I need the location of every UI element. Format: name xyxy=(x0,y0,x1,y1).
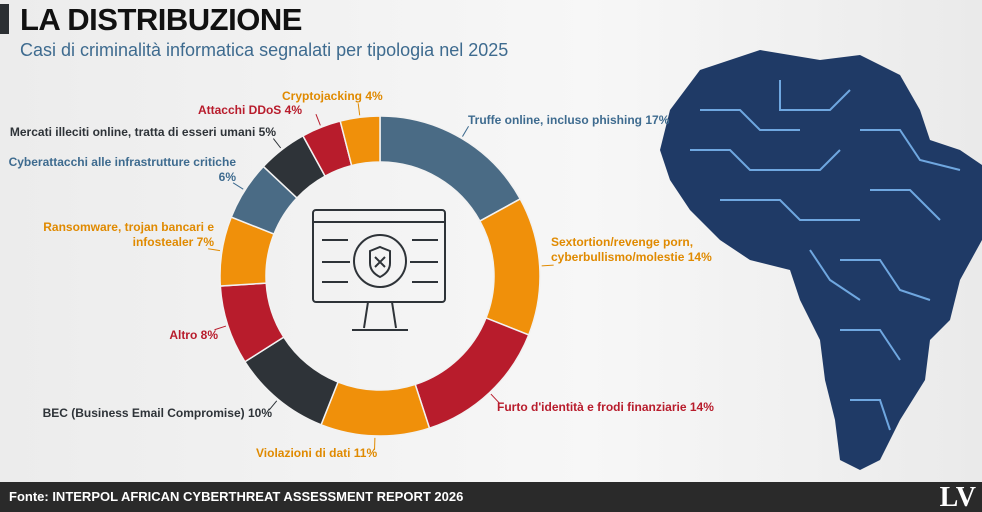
leader-line xyxy=(208,248,221,252)
slice-label: BEC (Business Email Compromise) 10% xyxy=(12,406,272,421)
chart-title: LA DISTRIBUZIONE xyxy=(20,2,302,37)
value-label: 6% xyxy=(218,170,236,184)
donut-slice xyxy=(320,381,431,437)
slice-label: Mercati illeciti online, tratta di esser… xyxy=(0,125,276,140)
value-label: 7% xyxy=(196,235,214,249)
donut-slice xyxy=(478,197,541,336)
value-label: 4% xyxy=(284,103,302,117)
leader-line xyxy=(272,138,282,149)
slice-label: Attacchi DDoS 4% xyxy=(152,103,302,118)
category-label: Truffe online, incluso phishing xyxy=(468,113,642,127)
leader-line xyxy=(268,400,278,411)
leader-line xyxy=(214,325,227,331)
slice-label: Violazioni di dati 11% xyxy=(256,446,396,461)
donut-slice xyxy=(339,115,381,167)
slice-label: Furto d'identità e frodi finanziarie 14% xyxy=(497,400,737,415)
category-label: Cyberattacchi alle infrastrutture critic… xyxy=(8,155,236,169)
value-label: 5% xyxy=(258,125,276,139)
value-label: 4% xyxy=(365,89,383,103)
category-label: Cryptojacking xyxy=(282,89,363,103)
category-label: Violazioni di dati xyxy=(256,446,351,460)
category-label: Furto d'identità e frodi finanziarie xyxy=(497,400,687,414)
slice-label: Cryptojacking 4% xyxy=(282,89,402,104)
leader-line xyxy=(462,125,470,137)
category-label: BEC (Business Email Compromise) xyxy=(42,406,245,420)
logo: LV xyxy=(939,482,976,512)
category-label: Mercati illeciti online, tratta di esser… xyxy=(9,125,256,139)
monitor-icon xyxy=(312,209,446,331)
donut-slice xyxy=(379,115,522,223)
value-label: 8% xyxy=(200,328,218,342)
source: Fonte: INTERPOL AFRICAN CYBERTHREAT ASSE… xyxy=(9,489,464,504)
chart-subtitle: Casi di criminalità informatica segnalat… xyxy=(20,40,509,60)
value-label: 14% xyxy=(687,250,712,264)
slice-label: Ransomware, trojan bancari e infostealer… xyxy=(24,220,214,250)
slice-label: Altro 8% xyxy=(138,328,218,343)
leader-line xyxy=(357,103,361,116)
value-label: 11% xyxy=(353,446,378,460)
slice-label: Sextortion/revenge porn, cyberbullismo/m… xyxy=(551,235,721,265)
africa-map xyxy=(660,50,982,470)
leader-line xyxy=(315,114,321,126)
leader-line xyxy=(541,264,554,267)
slice-label: Truffe online, incluso phishing 17% xyxy=(468,113,698,128)
value-label: 14% xyxy=(689,400,714,414)
category-label: Ransomware, trojan bancari e infostealer xyxy=(43,220,214,249)
footer: Fonte: INTERPOL AFRICAN CYBERTHREAT ASSE… xyxy=(0,482,982,512)
title-accent xyxy=(0,4,9,34)
leader-line xyxy=(232,182,244,190)
slice-label: Cyberattacchi alle infrastrutture critic… xyxy=(8,155,236,185)
value-label: 10% xyxy=(247,406,272,420)
value-label: 17% xyxy=(645,113,670,127)
leader-line xyxy=(490,393,500,404)
category-label: Altro xyxy=(169,328,198,342)
category-label: Sextortion/revenge porn, cyberbullismo/m… xyxy=(551,235,694,264)
category-label: Attacchi DDoS xyxy=(197,103,282,117)
